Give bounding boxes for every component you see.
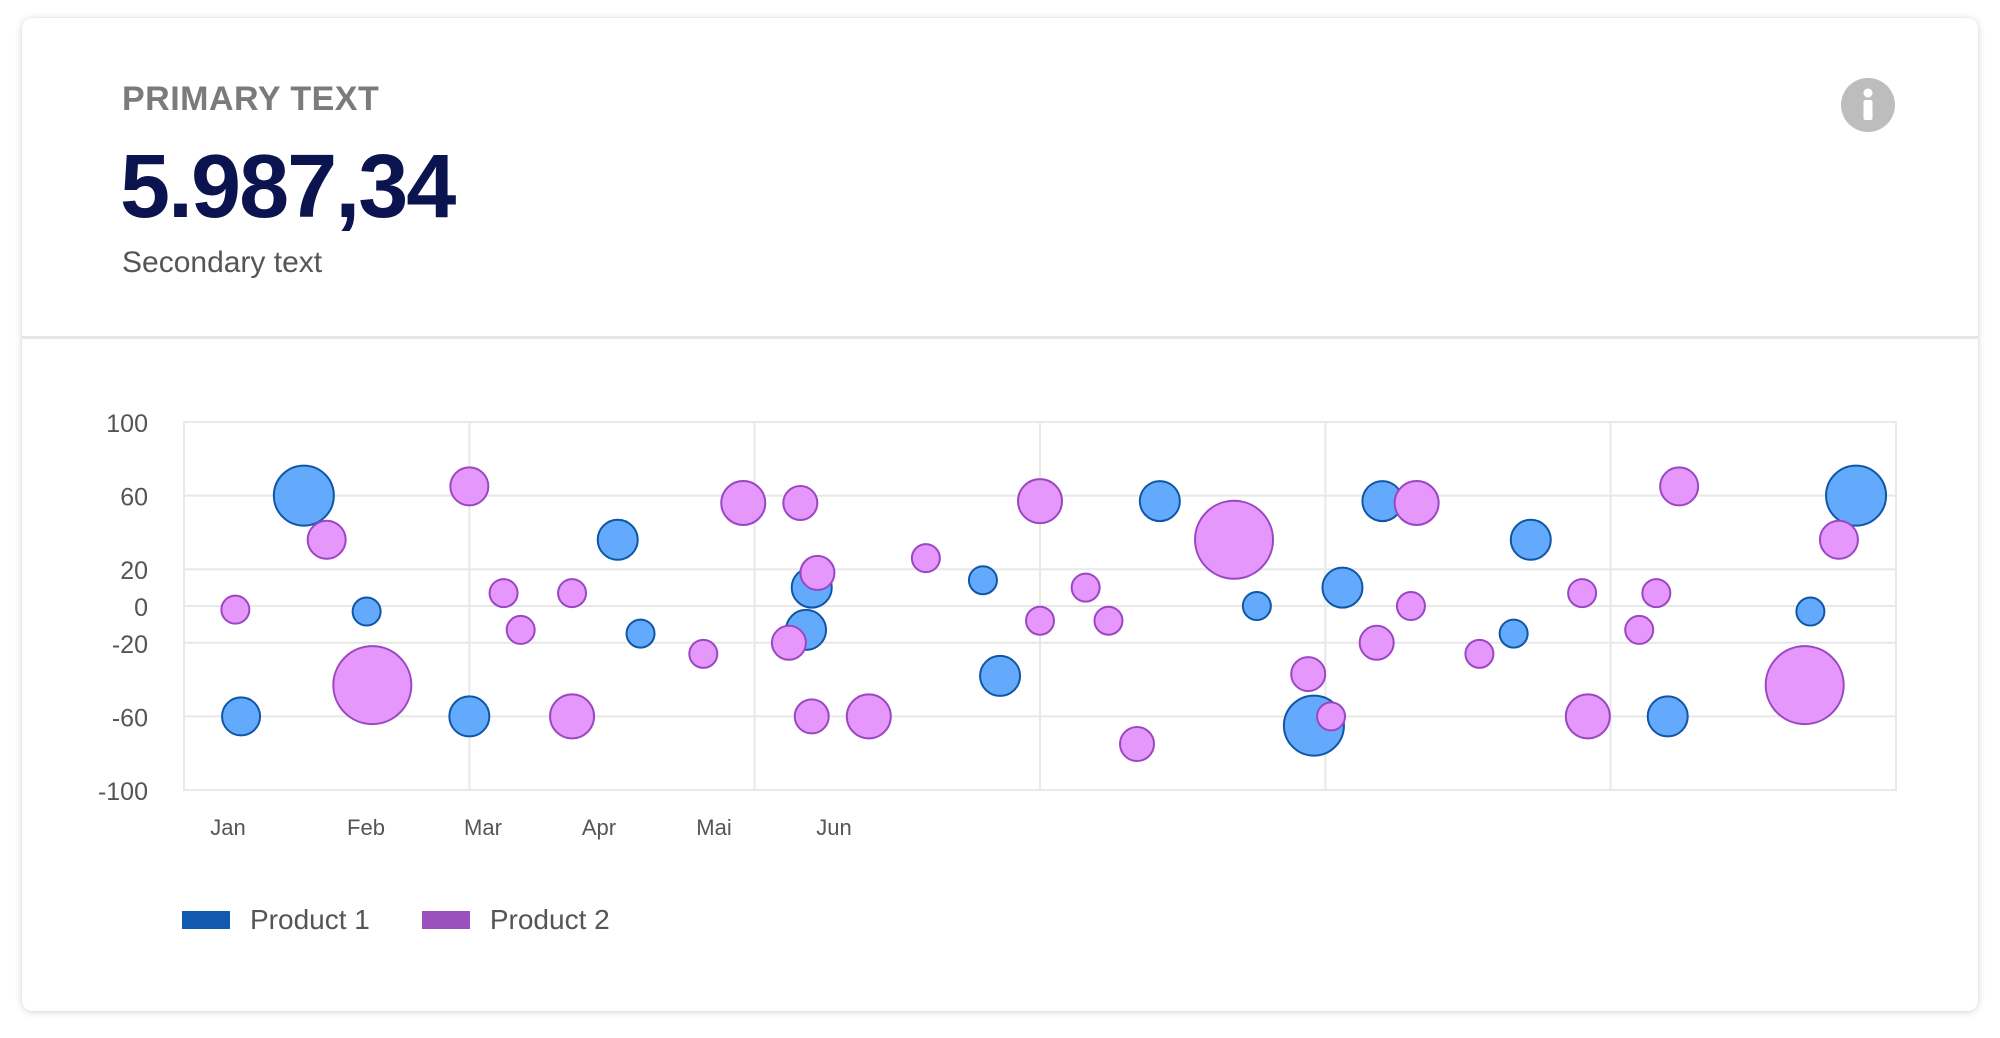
- product-1-bubble[interactable]: [1795, 596, 1826, 627]
- x-tick-label: Mar: [464, 815, 502, 840]
- kpi-value: 5.987,34: [120, 137, 456, 237]
- y-tick-label: 60: [120, 484, 148, 512]
- y-tick-label: -100: [98, 778, 148, 806]
- product-2-bubble[interactable]: [845, 693, 892, 740]
- product-2-bubble[interactable]: [1025, 605, 1055, 636]
- product-1-bubble[interactable]: [967, 565, 998, 596]
- y-tick-label: -60: [112, 704, 148, 732]
- legend-label-product-2: Product 2: [489, 904, 610, 935]
- product-2-bubble[interactable]: [799, 554, 836, 591]
- product-2-bubble[interactable]: [557, 578, 588, 609]
- product-2-bubble[interactable]: [720, 479, 767, 526]
- x-tick-label: Apr: [582, 815, 616, 840]
- y-tick-label: 100: [106, 410, 148, 438]
- product-1-bubble[interactable]: [1825, 464, 1888, 527]
- product-1-bubble[interactable]: [625, 618, 656, 649]
- y-tick-label: 0: [134, 594, 148, 622]
- product-2-bubble[interactable]: [505, 614, 536, 645]
- product-2-bubble[interactable]: [1393, 479, 1440, 526]
- product-1-bubble[interactable]: [1498, 618, 1529, 649]
- product-2-bubble[interactable]: [332, 645, 413, 726]
- kpi-card: PRIMARY TEXT 5.987,34 Secondary text 100…: [22, 18, 1978, 1011]
- product-1-bubble[interactable]: [1509, 518, 1552, 561]
- legend-swatch-product-1: [182, 911, 230, 929]
- product-2-bubble[interactable]: [1564, 693, 1611, 740]
- product-2-bubble[interactable]: [1641, 578, 1672, 609]
- product-2-bubble[interactable]: [793, 698, 830, 735]
- x-tick-label: Jun: [816, 815, 851, 840]
- bubble-chart: 100 60 20 0 -20 -60 -100 Jan Feb Mar Apr Mai Jun: [98, 410, 1897, 840]
- product-1-bubble[interactable]: [351, 596, 382, 627]
- product-1-bubble[interactable]: [979, 654, 1022, 697]
- legend-item-product-1[interactable]: Product 1: [182, 904, 370, 936]
- product-2-bubble[interactable]: [1395, 591, 1426, 621]
- product-2-bubble[interactable]: [549, 693, 596, 740]
- product-2-bubble[interactable]: [1464, 638, 1495, 669]
- product-1-bubble[interactable]: [1138, 480, 1181, 523]
- product-1-bubble[interactable]: [1321, 566, 1364, 609]
- product-1-bubble[interactable]: [448, 695, 491, 738]
- y-tick-label: -20: [112, 631, 148, 659]
- data-points: [220, 464, 1888, 762]
- legend-item-product-2[interactable]: Product 2: [421, 904, 610, 936]
- product-2-bubble[interactable]: [1659, 466, 1700, 507]
- product-2-bubble[interactable]: [1818, 519, 1859, 560]
- primary-text: PRIMARY TEXT: [122, 80, 380, 118]
- y-tick-label: 20: [120, 557, 148, 585]
- product-2-bubble[interactable]: [688, 638, 719, 669]
- product-1-bubble[interactable]: [221, 696, 262, 737]
- product-2-bubble[interactable]: [488, 578, 519, 609]
- product-2-bubble[interactable]: [1194, 499, 1275, 580]
- product-2-bubble[interactable]: [449, 466, 490, 507]
- legend-swatch-product-2: [421, 911, 470, 929]
- product-2-bubble[interactable]: [1017, 478, 1063, 525]
- product-1-bubble[interactable]: [272, 464, 335, 527]
- product-2-bubble[interactable]: [1358, 624, 1395, 661]
- legend-label-product-1: Product 1: [250, 904, 370, 935]
- x-tick-label: Jan: [210, 815, 245, 840]
- product-2-bubble[interactable]: [782, 484, 819, 521]
- product-1-bubble[interactable]: [596, 518, 639, 561]
- x-tick-label: Feb: [347, 815, 385, 840]
- product-2-bubble[interactable]: [1070, 572, 1101, 603]
- chart-legend: Product 1 Product 2: [182, 904, 662, 936]
- product-2-bubble[interactable]: [1119, 726, 1156, 762]
- product-1-bubble[interactable]: [1241, 591, 1272, 621]
- product-2-bubble[interactable]: [1316, 701, 1347, 732]
- product-2-bubble[interactable]: [1764, 645, 1845, 726]
- product-2-bubble[interactable]: [306, 519, 347, 560]
- product-2-bubble[interactable]: [1290, 656, 1327, 693]
- x-tick-label: Mai: [696, 815, 731, 840]
- y-axis-ticks: 100 60 20 0 -20 -60 -100: [98, 410, 148, 806]
- product-2-bubble[interactable]: [1093, 605, 1124, 636]
- product-2-bubble[interactable]: [770, 624, 807, 661]
- secondary-text: Secondary text: [122, 246, 323, 279]
- product-2-bubble[interactable]: [1624, 614, 1655, 645]
- product-2-bubble[interactable]: [1567, 578, 1598, 609]
- x-axis-ticks: Jan Feb Mar Apr Mai Jun: [210, 815, 851, 840]
- product-2-bubble[interactable]: [910, 543, 941, 574]
- product-1-bubble[interactable]: [1646, 695, 1689, 738]
- chart-grid: [183, 421, 1897, 791]
- product-2-bubble[interactable]: [220, 594, 251, 625]
- card-header: PRIMARY TEXT 5.987,34 Secondary text: [22, 18, 1978, 339]
- info-icon[interactable]: [1841, 78, 1895, 132]
